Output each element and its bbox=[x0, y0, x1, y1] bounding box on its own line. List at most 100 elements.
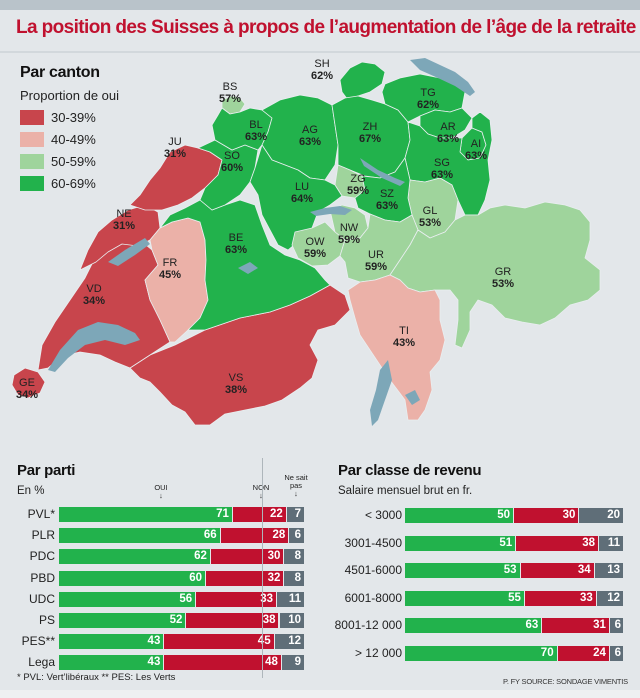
bar-segment-non: 32 bbox=[206, 570, 284, 586]
lake-maggiore bbox=[370, 360, 392, 426]
bar-segment-oui: 52 bbox=[59, 613, 186, 628]
row-label: > 12 000 bbox=[354, 646, 402, 660]
canton-label-AG: AG 63% bbox=[299, 124, 321, 148]
canton-label-UR: UR 59% bbox=[365, 249, 387, 273]
row-label: PDC bbox=[29, 549, 55, 564]
canton-map bbox=[11, 58, 601, 426]
canton-code: FR bbox=[162, 257, 178, 269]
lakes bbox=[48, 58, 475, 426]
canton-label-ZG: ZG 59% bbox=[347, 173, 369, 197]
bar-segment-non: 45 bbox=[164, 634, 274, 650]
bar-segment-oui: 55 bbox=[405, 590, 524, 606]
bar-segment-oui: 43 bbox=[59, 655, 164, 671]
bar-row: 43 48 9 bbox=[59, 655, 304, 671]
row-label: PS bbox=[38, 613, 55, 627]
lake-lucerne bbox=[310, 206, 352, 216]
row-label: UDC bbox=[29, 591, 55, 606]
arrow-down-icon: ↓ bbox=[159, 491, 163, 500]
header-nsp: Ne sait pas ↓ bbox=[280, 474, 312, 498]
party-chart-title: Par parti bbox=[17, 462, 76, 479]
bar-segment-nsp: 10 bbox=[279, 613, 304, 628]
canton-shape-GE bbox=[11, 367, 46, 399]
canton-value: 62% bbox=[310, 70, 334, 82]
canton-label-VS: VS 38% bbox=[225, 372, 247, 396]
bottom-band bbox=[0, 690, 640, 698]
canton-label-SZ: SZ 63% bbox=[376, 188, 398, 212]
canton-code: OW bbox=[305, 236, 325, 248]
canton-label-BS: BS 57% bbox=[219, 81, 241, 105]
canton-code: VD bbox=[86, 283, 102, 295]
bar-segment-non: 22 bbox=[232, 507, 286, 522]
row-label: < 3000 bbox=[364, 508, 402, 522]
canton-value: 34% bbox=[82, 295, 106, 307]
canton-value: 63% bbox=[298, 136, 322, 148]
bar-segment-non: 33 bbox=[524, 590, 596, 606]
legend-item: 60-69% bbox=[20, 175, 119, 191]
canton-value: 62% bbox=[416, 99, 440, 111]
canton-code: VS bbox=[228, 372, 244, 384]
canton-value: 59% bbox=[303, 248, 327, 260]
legend-label: 50-59% bbox=[51, 153, 96, 169]
canton-value: 60% bbox=[220, 162, 244, 174]
bar-segment-nsp: 6 bbox=[609, 618, 623, 634]
canton-value: 63% bbox=[375, 200, 399, 212]
legend-item: 50-59% bbox=[20, 153, 119, 169]
canton-code: GR bbox=[494, 266, 512, 278]
canton-label-SH: SH 62% bbox=[311, 58, 333, 82]
bar-segment-nsp: 11 bbox=[599, 535, 623, 551]
row-label: PVL* bbox=[27, 507, 55, 521]
canton-code: AG bbox=[302, 124, 318, 136]
canton-value: 59% bbox=[337, 234, 361, 246]
bar-row: 50 30 20 bbox=[405, 508, 623, 523]
page-title: La position des Suisses à propos de l’au… bbox=[16, 17, 636, 38]
bar-segment-non: 33 bbox=[196, 591, 277, 607]
canton-code: TG bbox=[420, 87, 436, 99]
canton-label-NE: NE 31% bbox=[113, 208, 135, 232]
canton-value: 63% bbox=[436, 133, 460, 145]
canton-label-SO: SO 60% bbox=[221, 150, 243, 174]
canton-code: GL bbox=[422, 205, 438, 217]
canton-code: BS bbox=[222, 81, 238, 93]
canton-value: 31% bbox=[112, 220, 136, 232]
bar-segment-nsp: 7 bbox=[286, 507, 304, 522]
bar-segment-oui: 66 bbox=[59, 528, 220, 544]
canton-value: 67% bbox=[358, 133, 382, 145]
canton-value: 43% bbox=[392, 337, 416, 349]
canton-code: NE bbox=[116, 208, 132, 220]
map-legend: Par canton Proportion de oui 30-39% 40-4… bbox=[20, 64, 119, 191]
canton-value: 38% bbox=[224, 384, 248, 396]
bar-segment-non: 31 bbox=[542, 618, 609, 634]
canton-code: SG bbox=[434, 157, 450, 169]
lake-zurich bbox=[360, 158, 405, 186]
bar-row: 51 38 11 bbox=[405, 535, 623, 551]
map-subheading: Proportion de oui bbox=[20, 88, 120, 103]
bar-row: 53 34 13 bbox=[405, 563, 623, 579]
bar-segment-non: 38 bbox=[516, 535, 598, 551]
legend-label: 60-69% bbox=[51, 175, 96, 191]
bar-row: 63 31 6 bbox=[405, 618, 623, 634]
canton-code: AR bbox=[440, 121, 456, 133]
bar-segment-non: 30 bbox=[210, 549, 284, 565]
lake-leman bbox=[48, 322, 140, 372]
canton-value: 63% bbox=[430, 169, 454, 181]
canton-code: BL bbox=[249, 119, 263, 131]
bar-segment-oui: 56 bbox=[59, 591, 196, 607]
header-non-label: NON bbox=[252, 483, 270, 492]
row-label: PES** bbox=[21, 634, 55, 649]
canton-label-NW: NW 59% bbox=[338, 222, 360, 246]
row-label: Lega bbox=[28, 655, 55, 670]
canton-code: ZH bbox=[362, 121, 378, 133]
bar-segment-nsp: 12 bbox=[596, 590, 623, 606]
bar-row: 70 24 6 bbox=[405, 646, 623, 661]
canton-value: 63% bbox=[224, 244, 248, 256]
canton-value: 57% bbox=[218, 93, 242, 105]
bar-row: 71 22 7 bbox=[59, 507, 304, 522]
canton-code: GE bbox=[19, 377, 35, 389]
header-oui-label: OUI bbox=[154, 483, 168, 492]
top-band bbox=[0, 0, 640, 10]
map-heading: Par canton bbox=[20, 64, 100, 81]
canton-label-JU: JU 31% bbox=[164, 136, 186, 160]
bar-segment-oui: 62 bbox=[59, 549, 210, 565]
bar-row: 55 33 12 bbox=[405, 590, 623, 606]
canton-label-FR: FR 45% bbox=[159, 257, 181, 281]
